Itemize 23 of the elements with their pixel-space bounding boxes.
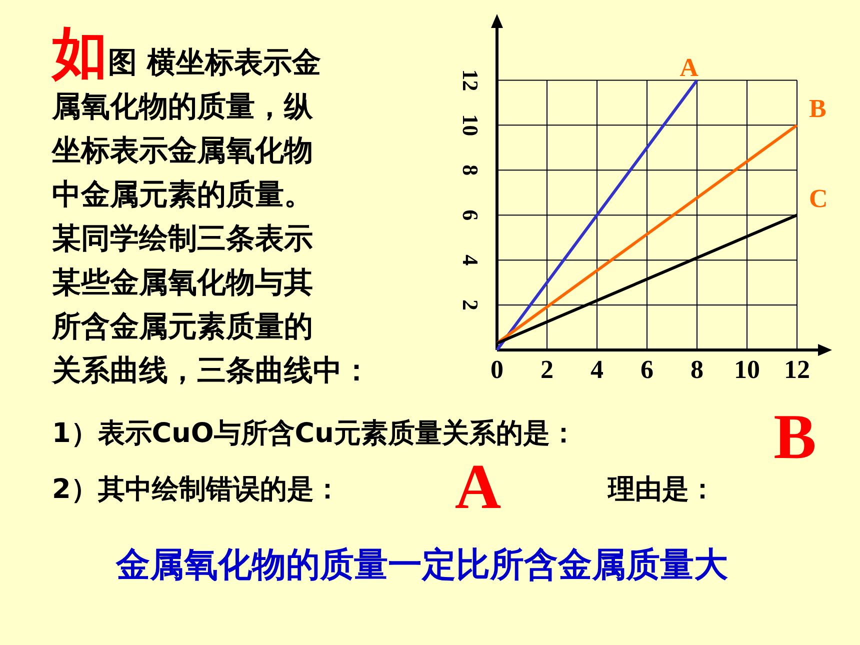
series-label: B — [809, 94, 826, 124]
x-tick-label: 8 — [690, 355, 704, 384]
text: A — [454, 451, 502, 522]
y-tick-label: 2 — [458, 300, 483, 311]
series-label: A — [680, 53, 699, 82]
text: 2）其中绘制错误的是： — [52, 474, 341, 505]
x-tick-label: 6 — [640, 355, 654, 384]
x-tick-label: 4 — [590, 355, 604, 384]
x-tick-label: 12 — [784, 355, 810, 384]
y-tick-label: 12 — [458, 69, 483, 92]
text: 理由是： — [607, 474, 716, 505]
text: B — [774, 401, 816, 472]
series-label: C — [809, 184, 828, 214]
y-tick-label: 6 — [458, 210, 483, 221]
text: 如图 横坐标表示金属氧化物的质量，纵坐标表示金属氧化物中金属元素的质量。某同学绘制三条表示某些金属氧化物与其所含金属元素质量的关系曲线，三条曲线中： — [52, 21, 371, 387]
y-tick-label: 8 — [458, 164, 483, 176]
y-tick-label: 4 — [458, 254, 483, 266]
x-tick-label: 0 — [490, 355, 504, 384]
x-tick-label: 2 — [540, 355, 554, 384]
text: 1）表示CuO与所含Cu元素质量关系的是： — [52, 418, 577, 449]
text: 金属氧化物的质量一定比所含金属质量大 — [115, 545, 728, 585]
x-tick-label: 10 — [734, 355, 760, 384]
y-tick-label: 10 — [458, 114, 483, 136]
